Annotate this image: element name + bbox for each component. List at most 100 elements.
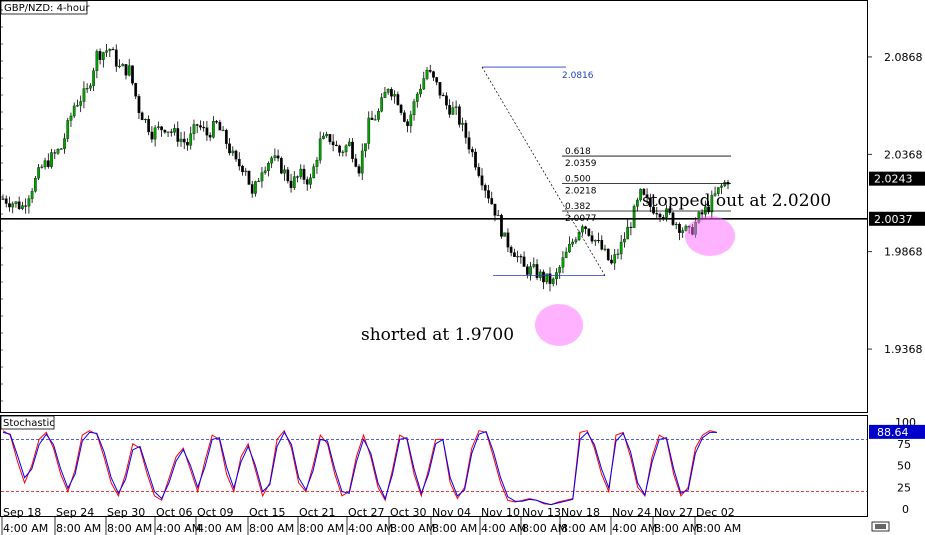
- short-entry-label: shorted at 1.9700: [361, 325, 514, 345]
- candle: [422, 71, 426, 90]
- candle: [603, 244, 607, 252]
- candle: [432, 70, 435, 81]
- candle: [92, 67, 95, 92]
- candle: [513, 248, 516, 258]
- candle: [286, 166, 290, 184]
- candle: [678, 222, 681, 241]
- candle: [590, 230, 594, 244]
- stochastic-tick-label: 75: [897, 438, 911, 451]
- time-tick-date: Oct 21: [299, 506, 336, 519]
- candle: [82, 81, 86, 109]
- candle: [710, 190, 714, 220]
- candle: [169, 128, 173, 137]
- candle: [331, 134, 335, 152]
- fib-price-label: 2.0218: [565, 187, 597, 197]
- fib-ratio-label: 0.382: [565, 202, 591, 212]
- candle: [435, 76, 439, 86]
- candle: [147, 115, 150, 136]
- candle: [581, 224, 584, 236]
- time-tick-date: Nov 18: [561, 506, 600, 519]
- candle: [412, 98, 416, 121]
- candle: [157, 121, 160, 130]
- candle: [296, 175, 299, 183]
- candle: [69, 112, 73, 127]
- time-tick-time: 4:00 AM: [481, 522, 526, 535]
- candle: [597, 232, 600, 244]
- candle: [40, 164, 44, 169]
- time-tick-time: 8:00 AM: [299, 522, 344, 535]
- candle: [24, 198, 28, 214]
- candle: [399, 103, 403, 116]
- time-tick-date: Oct 27: [348, 506, 385, 519]
- time-tick-time: 8:00 AM: [522, 522, 567, 535]
- candle: [309, 173, 312, 189]
- fib-ratio-label: 0.618: [565, 147, 591, 157]
- candle: [483, 183, 487, 198]
- candle: [516, 250, 519, 263]
- candle: [124, 64, 128, 80]
- candle: [182, 131, 186, 150]
- candle: [11, 201, 15, 214]
- candle: [642, 188, 646, 196]
- candle: [593, 239, 597, 246]
- candle: [325, 131, 329, 138]
- time-tick-time: 4:00 AM: [348, 522, 393, 535]
- candle: [522, 251, 526, 267]
- candle: [393, 90, 396, 104]
- candle: [199, 120, 202, 131]
- candle: [626, 219, 630, 240]
- candle: [85, 83, 89, 93]
- candle: [470, 146, 474, 157]
- candle: [506, 228, 510, 252]
- stochastic-title: Stochastic: [3, 418, 55, 429]
- candle: [34, 176, 37, 193]
- scroll-handle-icon[interactable]: [871, 521, 890, 532]
- time-tick-date: Oct 06: [156, 506, 193, 519]
- candle: [564, 247, 568, 258]
- candle: [409, 110, 413, 133]
- candle: [127, 59, 131, 77]
- candle: [292, 171, 296, 190]
- title-box: [0, 0, 88, 15]
- candle: [189, 126, 193, 150]
- candle: [218, 119, 222, 131]
- candle: [571, 238, 574, 248]
- price-marker-label: 2.0037: [874, 213, 913, 226]
- time-tick-time: 4:00 AM: [612, 522, 657, 535]
- fib-price-label: 2.0359: [565, 159, 597, 169]
- candle: [186, 138, 189, 151]
- candle: [212, 116, 215, 139]
- candle: [289, 173, 293, 193]
- candle: [215, 119, 218, 124]
- time-tick-time: 8:00 AM: [107, 522, 152, 535]
- time-tick-time: 8:00 AM: [390, 522, 435, 535]
- candle: [283, 165, 286, 181]
- time-tick-time: 8:00 AM: [654, 522, 699, 535]
- candle: [56, 148, 60, 155]
- candle: [496, 210, 500, 217]
- stochastic-tick-label: 0: [902, 503, 909, 516]
- candle: [50, 148, 53, 169]
- candle: [623, 232, 626, 248]
- candle: [425, 66, 429, 81]
- time-tick-date: Nov 27: [654, 506, 693, 519]
- candle: [441, 92, 445, 97]
- candle: [37, 163, 40, 181]
- price-tick-label: 2.0868: [884, 51, 923, 64]
- time-tick-date: Dec 02: [696, 506, 735, 519]
- candle: [458, 104, 461, 128]
- candle: [525, 264, 529, 279]
- price-tick-label: 1.9868: [884, 246, 923, 259]
- trade-overlays: 2.0816 0.618 2.0359 0.500 2.0218 0.382 2.0077 s…: [1, 66, 867, 346]
- candle: [568, 236, 571, 253]
- candle: [224, 128, 228, 149]
- candle: [101, 51, 105, 68]
- candle: [59, 148, 63, 150]
- candle: [474, 148, 477, 171]
- time-tick-time: 8:00 AM: [56, 522, 101, 535]
- candle: [551, 277, 555, 287]
- candle: [716, 187, 720, 197]
- candle: [480, 168, 484, 191]
- time-tick-time: 8:00 AM: [561, 522, 606, 535]
- time-tick-date: Oct 09: [197, 506, 234, 519]
